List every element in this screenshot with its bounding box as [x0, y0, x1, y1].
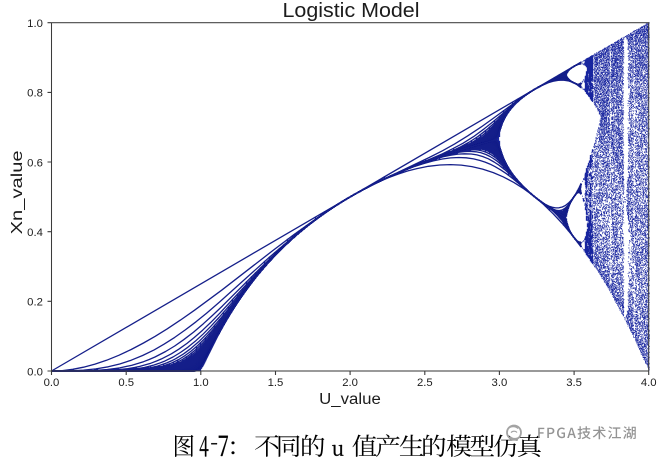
svg-text:0.2: 0.2 [27, 297, 43, 309]
svg-text:1.0: 1.0 [193, 377, 209, 389]
svg-text:U_value: U_value [319, 391, 381, 408]
svg-text:1.0: 1.0 [27, 18, 43, 30]
svg-text:0.5: 0.5 [118, 377, 134, 389]
svg-text:Logistic Model: Logistic Model [283, 0, 420, 22]
svg-text:3.5: 3.5 [566, 377, 582, 389]
svg-text:Xn_value: Xn_value [9, 150, 26, 234]
svg-text:1.5: 1.5 [268, 377, 284, 389]
svg-text:0.8: 0.8 [27, 88, 43, 100]
svg-text:0.6: 0.6 [27, 157, 43, 169]
svg-text:0.0: 0.0 [27, 366, 43, 378]
svg-text:2.0: 2.0 [342, 377, 358, 389]
svg-text:0.0: 0.0 [44, 377, 60, 389]
svg-text:2.5: 2.5 [417, 377, 433, 389]
svg-text:0.4: 0.4 [27, 227, 43, 239]
svg-text:4.0: 4.0 [641, 377, 657, 389]
svg-text:3.0: 3.0 [492, 377, 508, 389]
